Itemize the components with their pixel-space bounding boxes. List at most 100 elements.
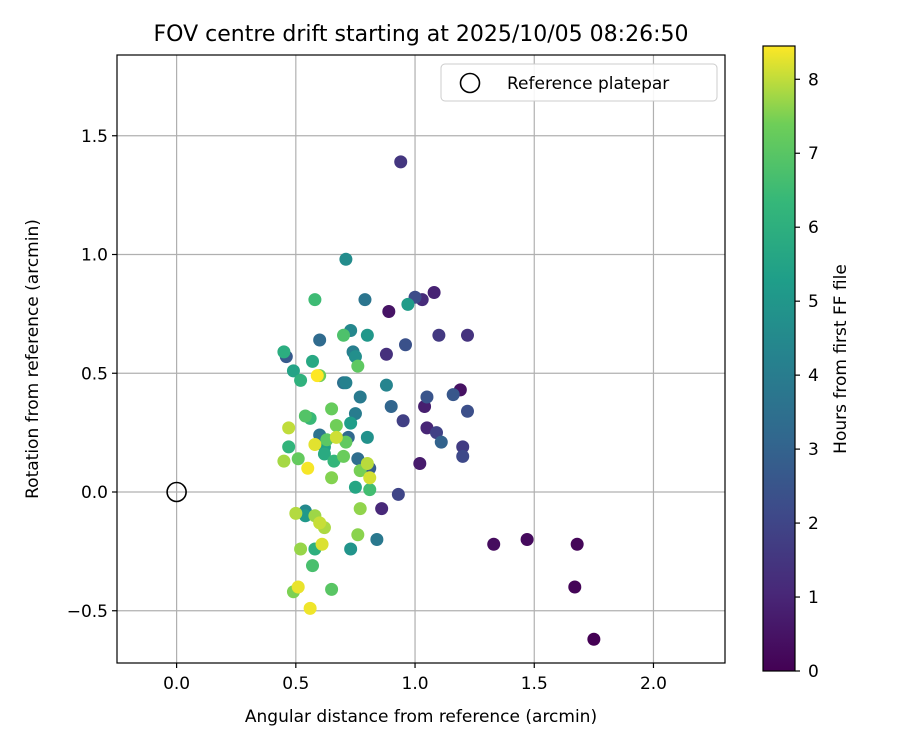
y-tick-label: 0.5 xyxy=(81,364,108,384)
data-point xyxy=(344,542,358,556)
data-point xyxy=(456,449,470,463)
data-point xyxy=(282,421,296,435)
data-point xyxy=(277,345,291,359)
data-point xyxy=(384,400,398,413)
colorbar-tick-label: 1 xyxy=(808,588,819,608)
colorbar-tick-label: 5 xyxy=(808,292,819,312)
y-axis-ticks: −0.5 0.0 0.5 1.0 1.5 xyxy=(67,127,117,622)
data-point xyxy=(460,328,474,342)
data-point xyxy=(360,457,374,470)
legend: Reference platepar xyxy=(440,63,718,102)
data-point xyxy=(325,402,339,416)
data-point xyxy=(310,369,324,383)
data-point xyxy=(487,537,501,551)
colorbar-tick-label: 8 xyxy=(808,70,819,90)
data-point xyxy=(301,461,315,475)
data-point xyxy=(329,430,343,444)
data-point xyxy=(394,155,408,169)
colorbar-tick-label: 4 xyxy=(808,366,819,386)
data-point xyxy=(298,409,312,423)
data-point xyxy=(568,580,582,594)
data-point xyxy=(315,537,329,551)
data-point xyxy=(308,438,322,451)
data-point xyxy=(399,338,413,352)
data-point xyxy=(294,542,308,556)
data-point xyxy=(427,286,441,299)
data-point xyxy=(456,440,470,454)
data-point xyxy=(317,447,331,461)
data-point xyxy=(379,347,393,361)
colorbar-tick-label: 3 xyxy=(808,440,819,460)
x-tick-label: 1.0 xyxy=(402,674,429,694)
data-point xyxy=(434,435,448,449)
legend-box xyxy=(440,63,718,102)
data-point xyxy=(358,293,372,307)
data-point xyxy=(360,328,374,342)
data-point xyxy=(353,390,367,404)
legend-label: Reference platepar xyxy=(507,74,669,94)
data-point xyxy=(289,506,303,520)
data-point xyxy=(432,328,446,342)
data-point xyxy=(337,328,351,342)
data-point xyxy=(339,376,353,390)
y-tick-label: 0.0 xyxy=(81,483,108,503)
data-point xyxy=(306,559,320,573)
legend-marker xyxy=(459,72,481,94)
x-axis-ticks: 0.0 0.5 1.0 1.5 2.0 xyxy=(163,663,667,694)
data-point xyxy=(351,528,365,542)
reference-platepar-marker xyxy=(166,481,187,503)
data-point xyxy=(329,419,343,432)
data-point xyxy=(360,430,374,444)
y-tick-label: −0.5 xyxy=(67,602,108,622)
data-point xyxy=(325,471,339,485)
data-point xyxy=(294,373,308,387)
data-point xyxy=(382,305,396,318)
data-point xyxy=(277,454,291,468)
data-point xyxy=(446,388,460,402)
x-tick-label: 0.5 xyxy=(282,674,309,694)
data-point xyxy=(303,601,317,615)
colorbar-ticks: 0 1 2 3 4 5 6 7 8 xyxy=(795,70,819,682)
data-point xyxy=(363,483,377,497)
data-point xyxy=(391,487,405,501)
data-point xyxy=(375,502,389,516)
colorbar-label: Hours from first FF file xyxy=(831,264,851,454)
data-point xyxy=(351,359,365,373)
x-tick-label: 2.0 xyxy=(640,674,667,694)
data-point xyxy=(291,452,305,466)
data-point xyxy=(313,333,327,347)
data-point xyxy=(282,440,296,454)
y-axis-label: Rotation from reference (arcmin) xyxy=(23,219,43,499)
data-point xyxy=(401,297,415,311)
y-tick-label: 1.0 xyxy=(81,246,108,266)
data-point xyxy=(363,471,377,485)
data-point xyxy=(353,502,367,516)
data-point xyxy=(396,414,410,428)
data-point xyxy=(348,480,362,494)
x-tick-label: 1.5 xyxy=(521,674,548,694)
data-point xyxy=(286,364,300,378)
data-point xyxy=(379,378,393,392)
colorbar: 0 1 2 3 4 5 6 7 8 Hours from first FF file xyxy=(762,45,851,682)
colorbar-frame xyxy=(762,45,796,672)
data-point xyxy=(337,449,351,463)
data-point xyxy=(344,416,358,430)
colorbar-gradient xyxy=(763,46,795,671)
colorbar-tick-label: 7 xyxy=(808,144,819,164)
data-point xyxy=(370,533,384,546)
colorbar-tick-label: 0 xyxy=(808,662,819,682)
data-point xyxy=(325,582,339,596)
data-point xyxy=(313,516,327,530)
plot-frame xyxy=(116,54,726,664)
data-point xyxy=(460,404,474,418)
data-points xyxy=(277,155,601,646)
colorbar-tick-label: 6 xyxy=(808,218,819,238)
data-point xyxy=(420,390,434,404)
grid xyxy=(117,55,725,663)
data-point xyxy=(413,457,427,470)
data-point xyxy=(520,533,534,546)
x-axis-label: Angular distance from reference (arcmin) xyxy=(245,707,597,727)
y-tick-label: 1.5 xyxy=(81,127,108,147)
x-tick-label: 0.0 xyxy=(163,674,190,694)
data-point xyxy=(306,354,320,368)
